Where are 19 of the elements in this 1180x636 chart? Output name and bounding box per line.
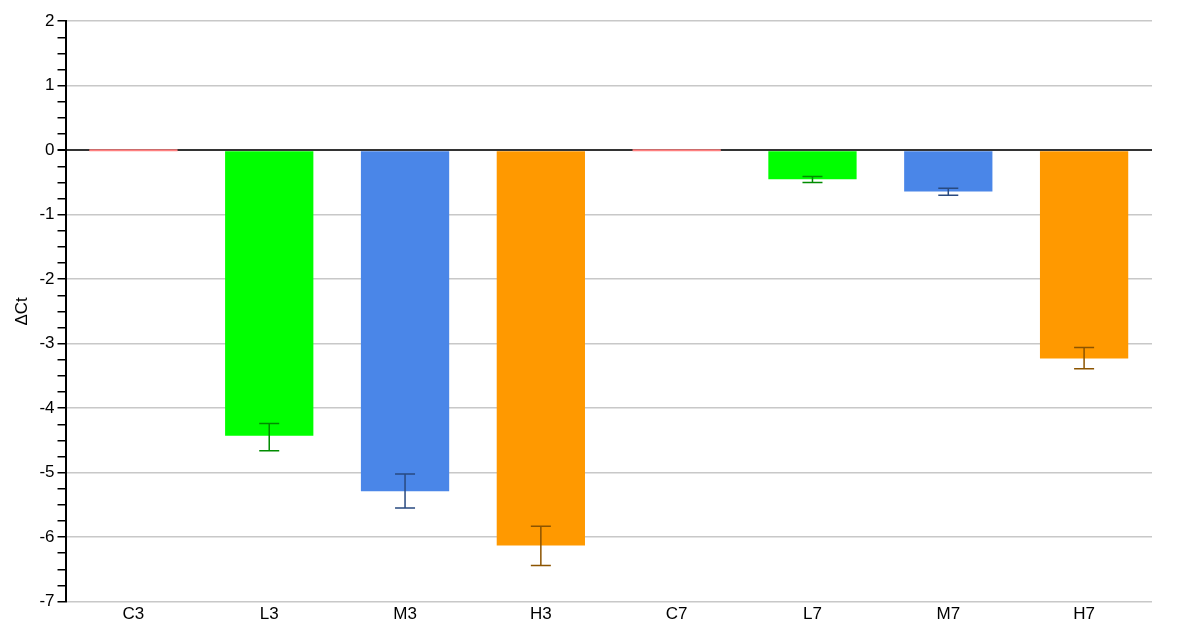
y-tick-label: -5: [39, 462, 55, 482]
x-tick-label: C7: [665, 604, 688, 624]
y-tick-label: -2: [39, 268, 55, 288]
y-tick-label: -3: [39, 333, 55, 353]
x-tick-label: L3: [259, 604, 279, 624]
x-tick-label: H7: [1073, 604, 1095, 624]
y-tick-label: 1: [45, 75, 55, 95]
y-tick-label: -7: [39, 591, 55, 611]
x-tick-label: M3: [393, 604, 417, 624]
y-tick-label: -4: [39, 397, 55, 417]
x-tick-label: H3: [529, 604, 552, 624]
x-tick-label: C3: [122, 604, 145, 624]
x-tick-label: M7: [936, 604, 961, 624]
x-tick-label: L7: [803, 604, 822, 624]
y-tick-label: 2: [45, 10, 55, 30]
y-tick-label: 0: [45, 139, 55, 159]
y-tick-label: -1: [39, 204, 55, 224]
y-axis-title: ΔCt: [11, 296, 31, 326]
y-tick-label: -6: [39, 526, 55, 546]
